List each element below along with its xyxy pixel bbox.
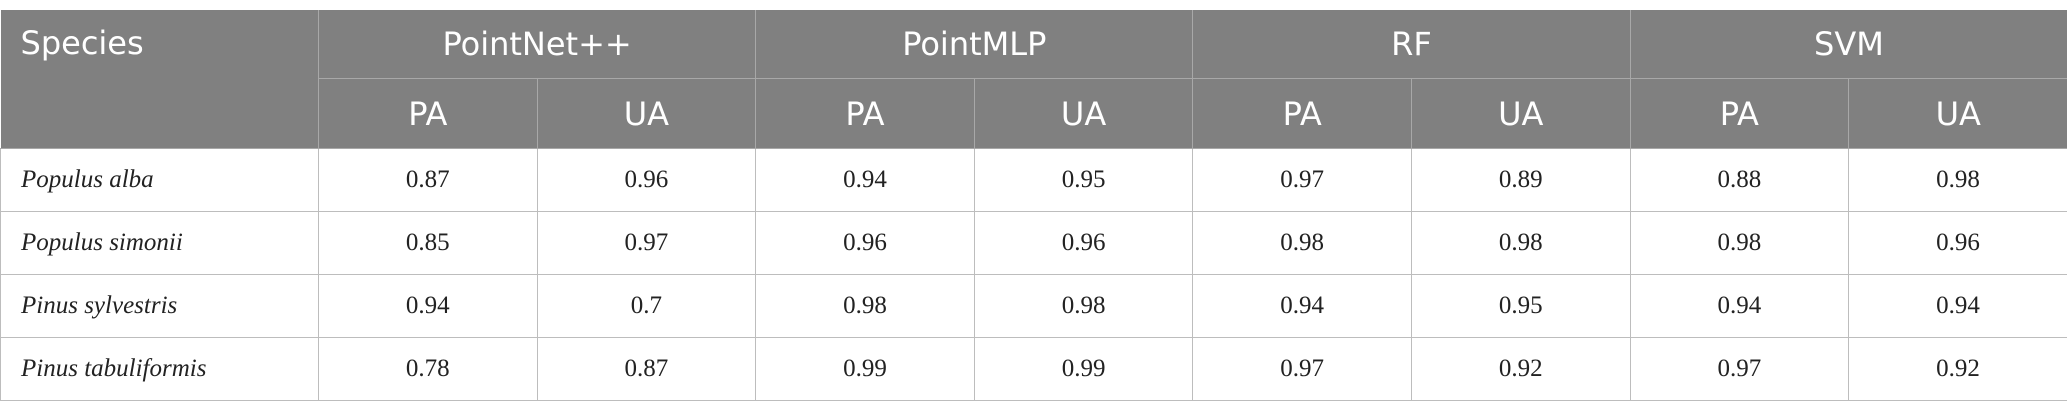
value-cell: 0.98 — [1192, 211, 1412, 275]
value-cell: 0.89 — [1410, 148, 1631, 212]
value-cell: 0.99 — [973, 337, 1194, 401]
sub-header: PA — [1629, 78, 1849, 149]
value-cell: 0.94 — [1192, 274, 1412, 338]
value-cell: 0.94 — [318, 274, 538, 338]
sub-header: PA — [755, 78, 975, 149]
value-cell: 0.87 — [318, 148, 538, 212]
value-cell: 0.96 — [536, 148, 757, 212]
row: Pinus sylvestris 0.94 0.7 0.98 0.98 0.94 0.95 0… — [0, 274, 2067, 338]
value-cell: 0.95 — [973, 148, 1194, 212]
value-cell: 0.7 — [536, 274, 757, 338]
value-cell: 0.94 — [1848, 274, 2067, 338]
group-header: PointMLP — [755, 10, 1193, 79]
value-cell: 0.96 — [973, 211, 1194, 275]
value-cell: 0.94 — [1629, 274, 1850, 338]
value-cell: 0.97 — [1629, 337, 1850, 401]
group-header: SVM — [1629, 10, 2067, 79]
sub-header: UA — [1410, 78, 1631, 149]
sub-header: PA — [318, 78, 538, 149]
sub-header: PA — [1192, 78, 1412, 149]
value-cell: 0.99 — [755, 337, 975, 401]
value-cell: 0.92 — [1410, 337, 1631, 401]
value-cell: 0.96 — [755, 211, 975, 275]
value-cell: 0.97 — [1192, 148, 1412, 212]
group-header: RF — [1192, 10, 1631, 79]
value-cell: 0.97 — [536, 211, 757, 275]
value-cell: 0.97 — [1192, 337, 1412, 401]
value-cell: 0.96 — [1848, 211, 2067, 275]
value-cell: 0.98 — [1410, 211, 1631, 275]
value-cell: 0.95 — [1410, 274, 1631, 338]
row: Populus alba 0.87 0.96 0.94 0.95 0.97 0.89 0.88… — [0, 148, 2067, 212]
row: Populus simonii 0.85 0.97 0.96 0.96 0.98 0.98 0… — [0, 211, 2067, 275]
value-cell: 0.88 — [1629, 148, 1850, 212]
sub-header: UA — [1848, 78, 2067, 149]
value-cell: 0.94 — [755, 148, 975, 212]
value-cell: 0.98 — [973, 274, 1194, 338]
value-cell: 0.98 — [1848, 148, 2067, 212]
value-cell: 0.92 — [1848, 337, 2067, 401]
species-name: Populus alba — [0, 148, 319, 212]
species-name: Pinus sylvestris — [0, 274, 319, 338]
group-header: PointNet++ — [317, 10, 756, 79]
value-cell: 0.78 — [318, 337, 538, 401]
value-cell: 0.87 — [536, 337, 757, 401]
value-cell: 0.85 — [318, 211, 538, 275]
row: Pinus tabuliformis 0.78 0.87 0.99 0.99 0.97 0.… — [0, 337, 2067, 401]
sub-header: UA — [536, 78, 756, 149]
value-cell: 0.98 — [1629, 211, 1850, 275]
accuracy-table: Species PointNet++ PointMLP RF SVM PA UA PA UA P… — [0, 10, 2067, 401]
sub-header: UA — [973, 78, 1193, 149]
species-name: Populus simonii — [0, 211, 319, 275]
value-cell: 0.98 — [755, 274, 975, 338]
species-header: Species — [0, 10, 319, 149]
species-name: Pinus tabuliformis — [0, 337, 319, 401]
